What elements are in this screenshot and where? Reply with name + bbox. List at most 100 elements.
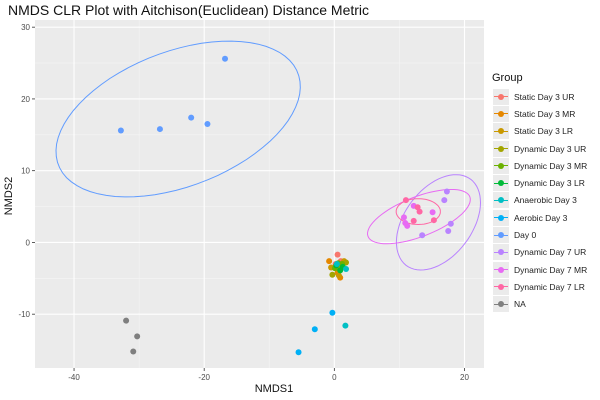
legend-title: Group [492,72,523,84]
legend-key [493,227,509,244]
data-point [335,272,342,279]
legend-item: NA [492,296,596,313]
legend-label: Aerobic Day 3 [514,212,568,223]
data-point [342,322,349,329]
data-point [334,251,341,258]
legend-label: Dynamic Day 3 MR [514,160,588,171]
legend: Group Static Day 3 UR Static Day 3 MR Stat… [492,72,596,313]
data-point [430,217,437,224]
legend-label: Dynamic Day 3 LR [514,178,585,189]
data-point [429,209,436,216]
data-point [419,232,426,239]
legend-label: Anaerobic Day 3 [514,195,577,206]
ellipse-day-0 [55,40,301,198]
data-point [443,188,450,195]
legend-key [493,105,509,122]
data-point [326,258,333,265]
x-axis-label: NMDS1 [255,383,294,395]
major-gridlines [35,20,484,368]
minor-gridlines [35,20,484,368]
legend-key-point [498,214,504,221]
axes: -40 -20 0 20 -10 0 10 20 30 [18,23,469,382]
y-axis-label: NMDS2 [3,177,15,216]
legend-key-point [498,93,504,100]
x-tick-label: -20 [198,373,210,382]
legend-key-point [498,145,504,152]
legend-label: Dynamic Day 7 LR [514,281,585,292]
ellipse-dynamic-day-7-ur [395,174,482,271]
data-point [402,220,409,227]
legend-key [493,261,509,278]
legend-item: Dynamic Day 3 LR [492,174,596,192]
x-tick-label: 20 [460,373,469,382]
ellipse-dynamic-day-7-lr [395,198,441,226]
x-tick-label: 0 [332,373,337,382]
legend-key-point [498,301,504,308]
y-tick-label: 30 [21,23,30,32]
legend-key-point [498,180,504,187]
legend-key [493,175,509,192]
legend-label: Static Day 3 UR [514,91,575,102]
legend-item: Static Day 3 UR [492,88,596,105]
legend-label: Dynamic Day 7 MR [514,264,588,275]
legend-item: Dynamic Day 7 MR [492,261,596,278]
chart-title: NMDS CLR Plot with Aitchison(Euclidean) … [8,2,370,18]
legend-key [493,157,509,174]
legend-key-point [498,283,504,290]
legend-key [493,244,509,261]
legend-key-point [498,232,504,239]
data-point [410,217,417,224]
data-point [130,348,137,355]
y-tick-label: -10 [18,310,30,319]
legend-key-point [498,162,504,169]
legend-item: Dynamic Day 3 UR [492,140,596,157]
data-point [447,220,454,227]
legend-key-point [498,197,504,204]
legend-label: Day 0 [514,230,537,241]
legend-item: Aerobic Day 3 [492,209,596,226]
legend-key-point [498,249,504,256]
legend-items: Static Day 3 UR Static Day 3 MR Static Day… [492,88,596,313]
legend-key [493,192,509,209]
data-point [416,208,423,215]
legend-key-point [498,266,504,273]
legend-label: Static Day 3 LR [514,126,574,137]
data-point [333,260,340,267]
legend-label: Dynamic Day 7 UR [514,247,587,258]
legend-item: Static Day 3 MR [492,105,596,122]
legend-key [493,278,509,295]
data-point [402,197,409,204]
data-point [441,197,448,204]
legend-item: Dynamic Day 3 MR [492,157,596,174]
legend-key [493,140,509,157]
legend-item: Static Day 3 LR [492,123,596,140]
legend-key [493,123,509,140]
legend-item: Dynamic Day 7 LR [492,278,596,295]
data-point [343,265,350,272]
plot-panel [35,20,484,368]
legend-key-point [498,110,504,117]
data-point [400,214,407,221]
data-point [134,333,141,340]
x-tick-label: -40 [68,373,80,382]
legend-label: NA [514,299,526,310]
legend-key [493,88,509,105]
data-point [123,317,130,324]
y-tick-label: 20 [21,95,30,104]
data-point [188,114,195,121]
legend-item: Dynamic Day 7 UR [492,244,596,261]
legend-label: Static Day 3 MR [514,108,576,119]
data-point [311,326,318,333]
legend-label: Dynamic Day 3 UR [514,143,587,154]
data-point [117,127,124,134]
legend-item: Anaerobic Day 3 [492,192,596,209]
legend-key-point [498,128,504,135]
legend-item: Day 0 [492,226,596,244]
legend-key [493,209,509,226]
data-point [329,271,336,278]
data-point [222,55,229,62]
y-tick-label: 10 [21,167,30,176]
data-point [295,349,302,356]
legend-key [493,296,509,313]
